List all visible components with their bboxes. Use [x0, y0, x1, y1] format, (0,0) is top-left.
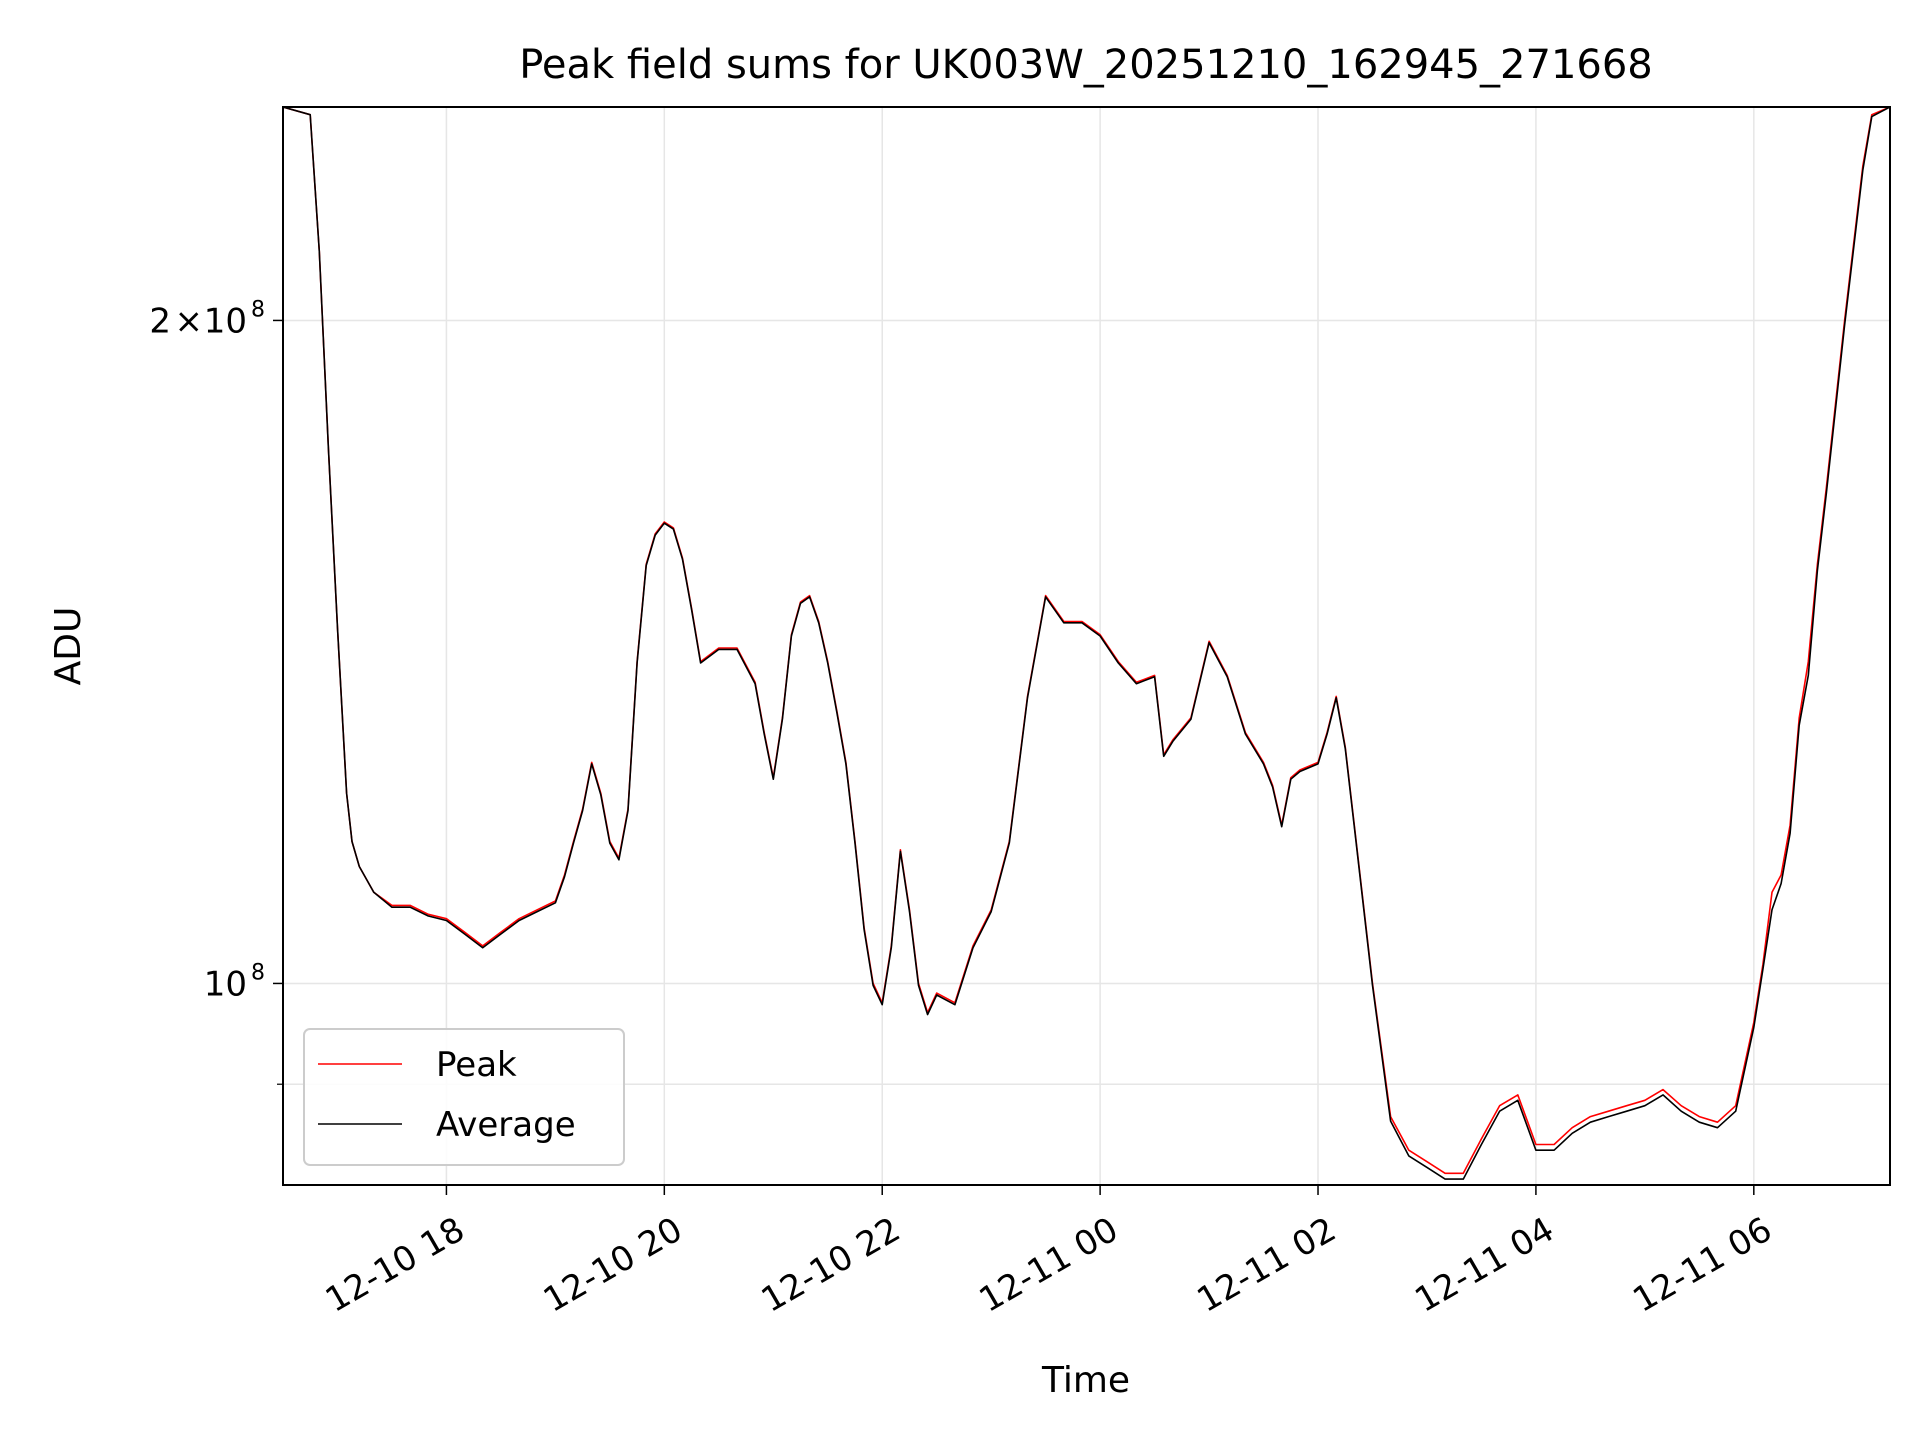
x-axis-label: Time — [1041, 1360, 1130, 1401]
y-axis-label: ADU — [48, 607, 89, 686]
y-tick-label: 810×2 — [149, 297, 265, 341]
y-tick-exponent: 8 — [251, 960, 265, 985]
chart-title: Peak field sums for UK003W_20251210_1629… — [519, 42, 1653, 88]
y-tick-label: 810 — [204, 960, 265, 1004]
y-tick-coefficient: 2 — [149, 301, 171, 341]
legend: Peak Average — [303, 1028, 625, 1166]
plot-frame — [282, 106, 1891, 1186]
legend-label-peak: Peak — [436, 1045, 517, 1085]
legend-box — [303, 1028, 625, 1166]
series-line-average — [283, 107, 1890, 1180]
y-tick-base: 10 — [204, 964, 247, 1004]
y-tick-exponent: 8 — [251, 297, 265, 322]
grid-lines — [283, 107, 1890, 1185]
y-tick-times: × — [175, 301, 204, 341]
y-tick-base: 10 — [204, 301, 247, 341]
series-layer — [283, 107, 1890, 1180]
legend-label-average: Average — [436, 1105, 576, 1145]
